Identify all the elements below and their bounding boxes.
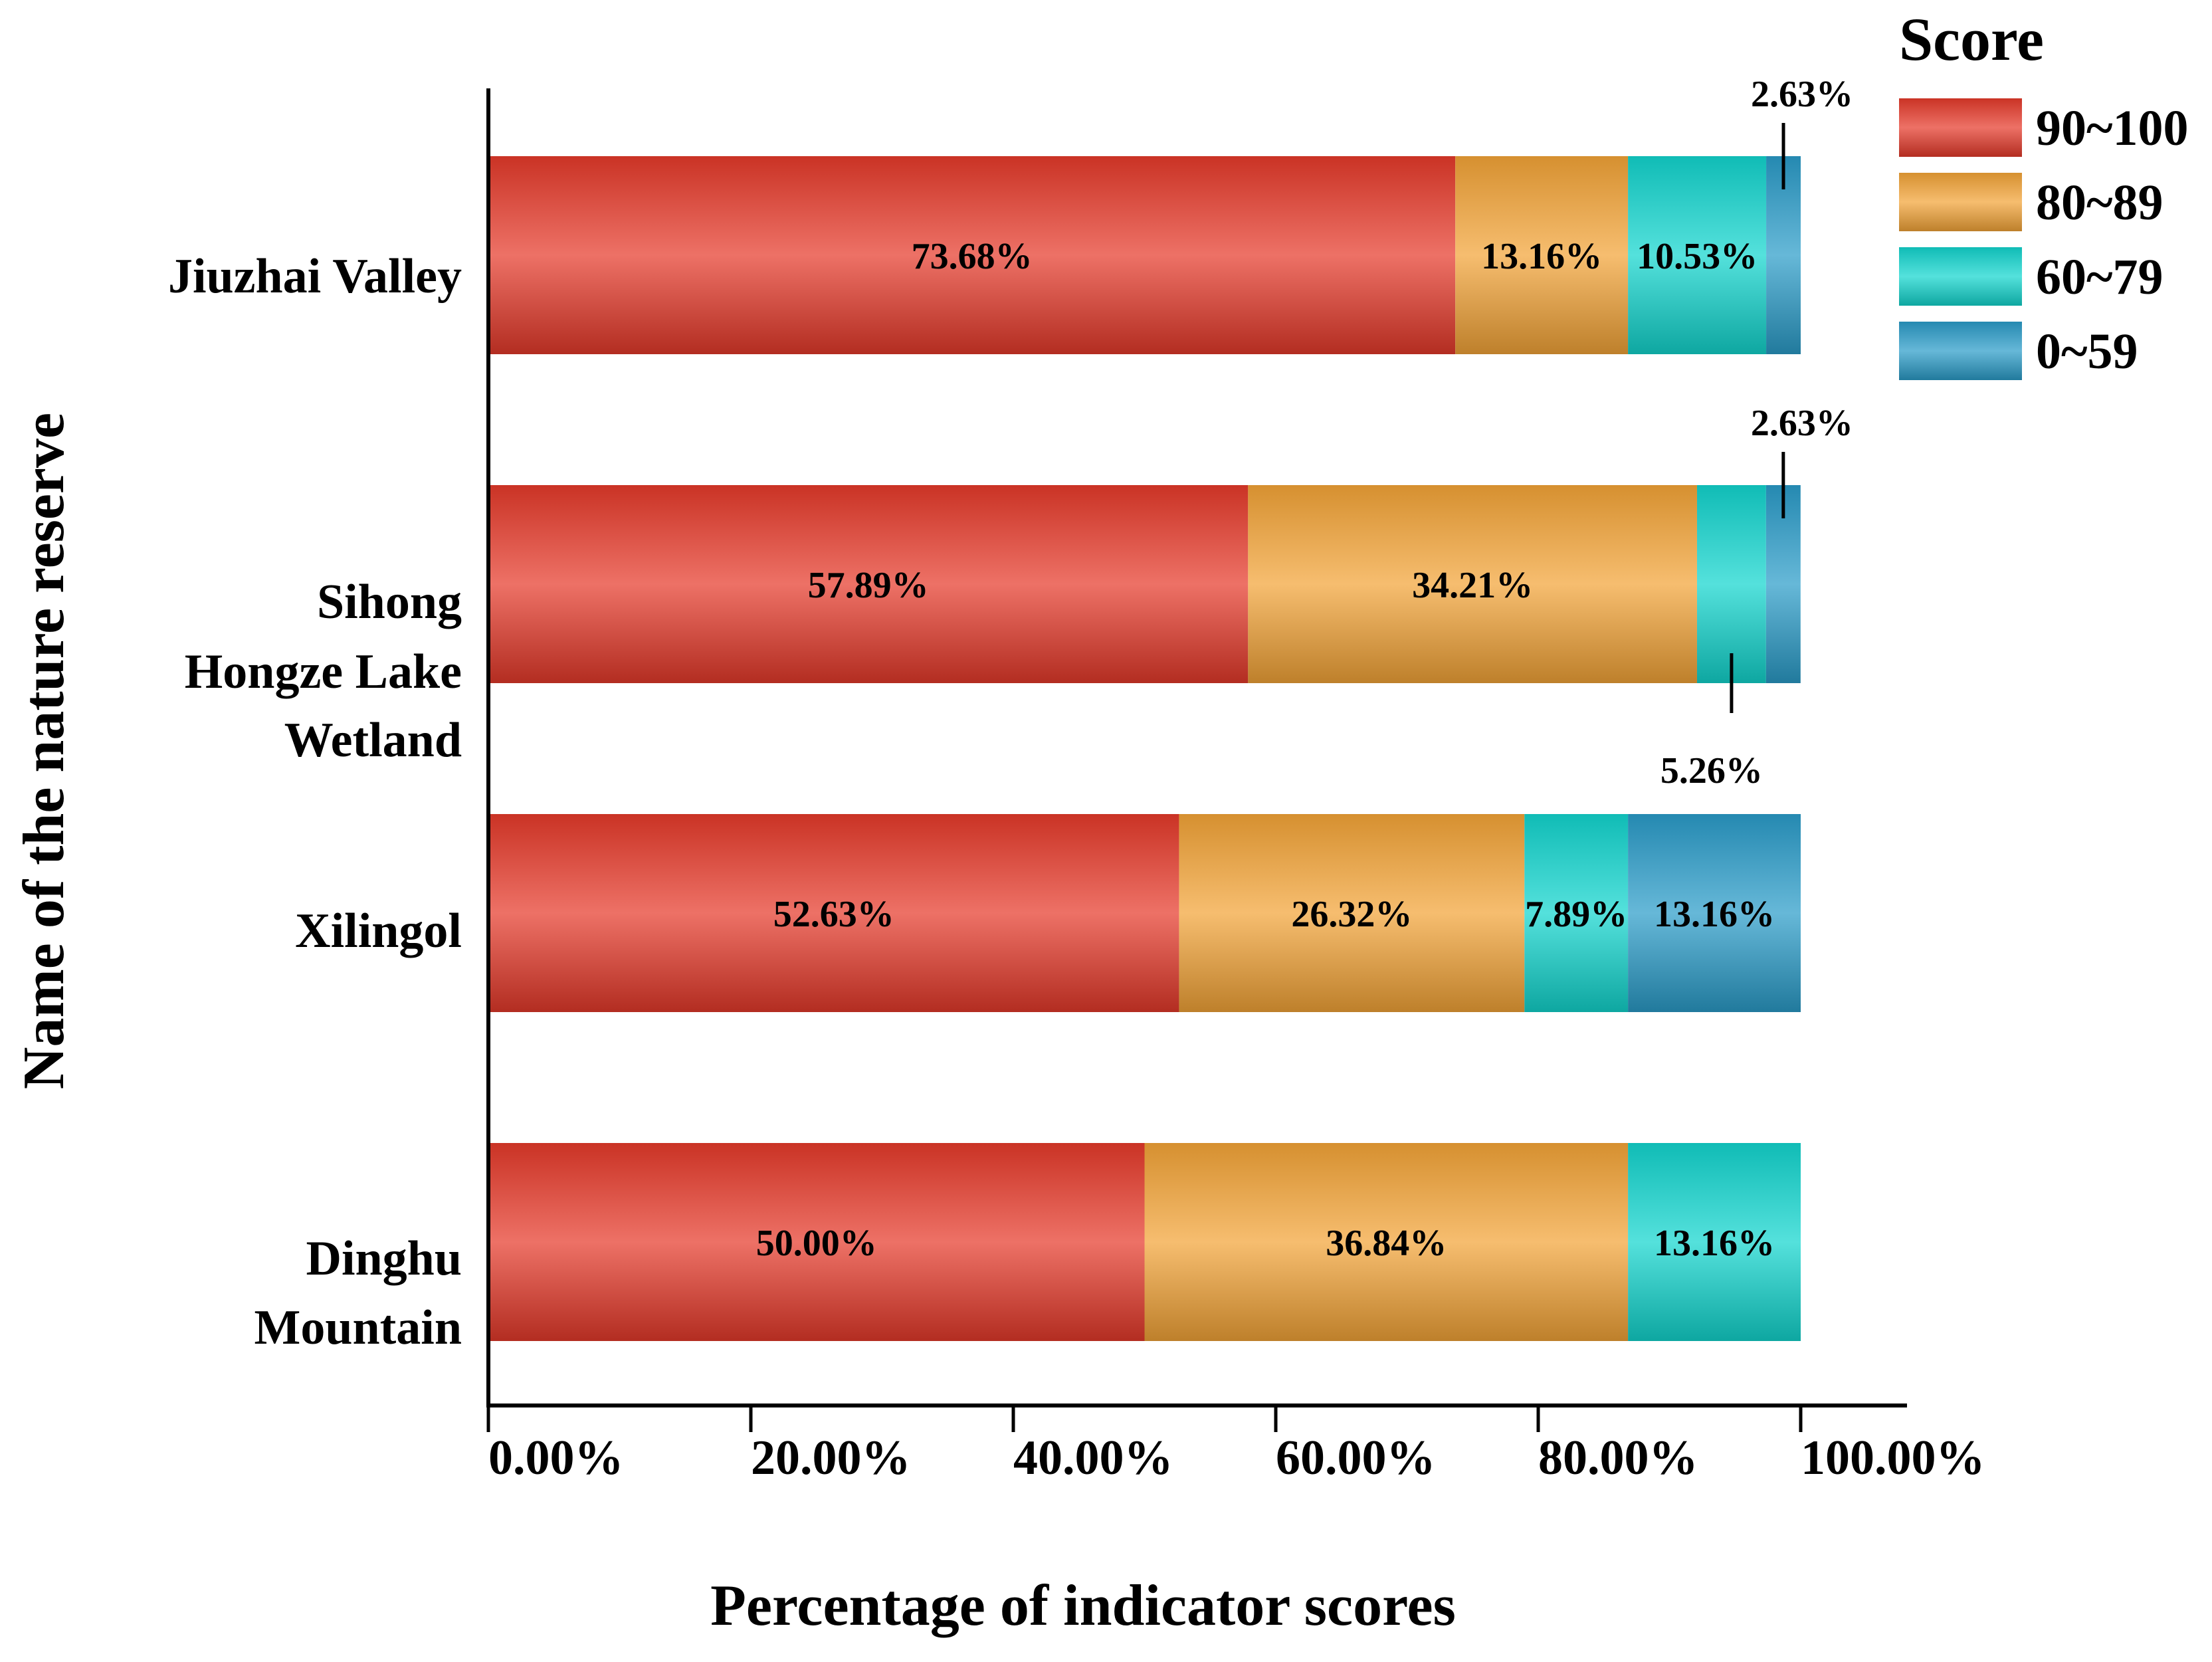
x-tick-label-80: 80.00% [1538, 1431, 1698, 1485]
category-label-dinghu-mountain-line-2: Mountain [254, 1300, 462, 1355]
data-label-dinghu-mountain-80-89: 36.84% [1326, 1223, 1447, 1264]
y-axis-title: Name of the nature reserve [12, 413, 76, 1089]
data-label-jiuzhai-valley-80-89: 13.16% [1481, 236, 1602, 277]
data-label-dinghu-mountain-90-100: 50.00% [756, 1223, 877, 1264]
bar-dinghu-mountain-80-89 [1144, 1143, 1629, 1341]
legend-swatch-80-89 [1899, 173, 2022, 231]
legend-title: Score [1899, 5, 2044, 73]
legend-swatch-90-100 [1899, 98, 2022, 157]
bar-xilingol-60-79 [1524, 814, 1629, 1012]
bar-jiuzhai-valley-80-89 [1455, 156, 1629, 354]
legend-swatch-60-79 [1899, 247, 2022, 306]
category-label-xilingol: Xilingol [295, 904, 462, 958]
legend-swatch-0-59 [1899, 322, 2022, 380]
x-tick-label-100: 100.00% [1801, 1431, 1985, 1485]
bar-xilingol-80-89 [1179, 814, 1525, 1012]
data-label-jiuzhai-valley-0-59: 2.63% [1751, 74, 1853, 115]
legend-label-0-59: 0~59 [2036, 324, 2138, 379]
data-label-jiuzhai-valley-60-79: 10.53% [1637, 236, 1758, 277]
bar-jiuzhai-valley-90-100 [488, 156, 1456, 354]
bar-xilingol-0-59 [1628, 814, 1801, 1012]
data-label-xilingol-0-59: 13.16% [1654, 894, 1775, 935]
bar-dinghu-mountain-90-100 [488, 1143, 1145, 1341]
labels-layer: 73.68% 13.16% 10.53% 2.63% Jiuzhai Valley 57.… [168, 74, 1853, 1355]
bar-sihong-hongze-lake-wetland-90-100 [488, 485, 1249, 683]
x-tick-label-0: 0.00% [488, 1431, 624, 1485]
data-label-sihong-hongze-lake-wetland-0-59: 2.63% [1751, 403, 1853, 444]
x-tick-label-20: 20.00% [751, 1431, 911, 1485]
data-label-sihong-hongze-lake-wetland-80-89: 34.21% [1412, 565, 1533, 606]
x-tick-label-60: 60.00% [1276, 1431, 1436, 1485]
legend: Score 90~100 80~89 60~79 0~59 [1899, 5, 2189, 380]
category-label-sihong-hongze-lake-wetland-line-1: Sihong [317, 575, 462, 629]
data-label-sihong-hongze-lake-wetland-90-100: 57.89% [808, 565, 929, 606]
data-label-xilingol-60-79: 7.89% [1525, 894, 1627, 935]
axes-layer: 0.00% 20.00% 40.00% 60.00% 80.00% 100.00% Perc… [12, 88, 1985, 1638]
data-label-dinghu-mountain-60-79: 13.16% [1654, 1223, 1775, 1264]
bars-layer [488, 156, 1801, 1341]
category-label-jiuzhai-valley: Jiuzhai Valley [168, 249, 462, 304]
bar-jiuzhai-valley-60-79 [1628, 156, 1767, 354]
category-label-dinghu-mountain-line-1: Dinghu [306, 1231, 462, 1286]
bar-sihong-hongze-lake-wetland-80-89 [1248, 485, 1697, 683]
legend-label-80-89: 80~89 [2036, 175, 2163, 231]
bar-sihong-hongze-lake-wetland-60-79 [1696, 485, 1766, 683]
category-label-sihong-hongze-lake-wetland-line-2: Hongze Lake [185, 645, 462, 699]
bar-xilingol-90-100 [488, 814, 1179, 1012]
data-label-jiuzhai-valley-90-100: 73.68% [912, 236, 1033, 277]
data-label-xilingol-80-89: 26.32% [1291, 894, 1412, 935]
data-label-sihong-hongze-lake-wetland-60-79: 5.26% [1660, 750, 1763, 791]
bar-dinghu-mountain-60-79 [1628, 1143, 1801, 1341]
data-label-xilingol-90-100: 52.63% [773, 894, 894, 935]
legend-label-90-100: 90~100 [2036, 100, 2189, 156]
x-axis-title: Percentage of indicator scores [710, 1574, 1456, 1638]
legend-label-60-79: 60~79 [2036, 249, 2163, 305]
x-tick-label-40: 40.00% [1013, 1431, 1173, 1485]
category-label-sihong-hongze-lake-wetland-line-3: Wetland [284, 713, 462, 768]
